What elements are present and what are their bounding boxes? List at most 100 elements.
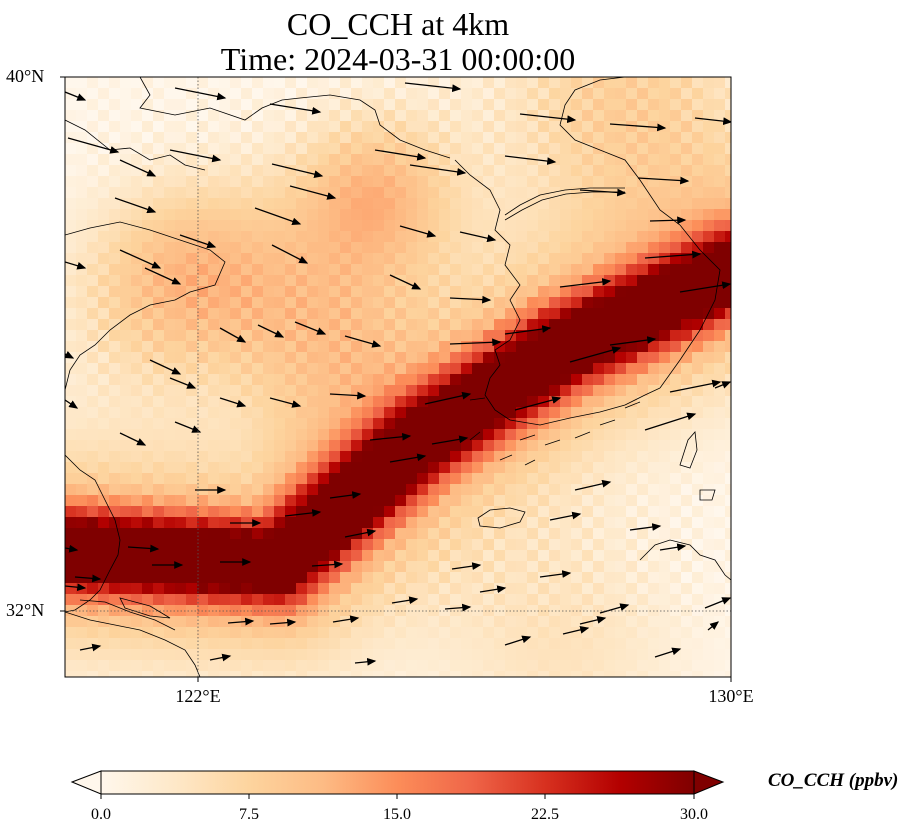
- field-cell: [241, 462, 253, 474]
- field-cell: [230, 473, 242, 485]
- field-cell: [142, 429, 154, 441]
- field-cell: [164, 429, 176, 441]
- field-cell: [142, 330, 154, 342]
- field-cell: [186, 308, 198, 320]
- field-cell: [395, 539, 407, 551]
- field-cell: [461, 88, 473, 100]
- field-cell: [450, 517, 462, 529]
- field-cell: [637, 385, 649, 397]
- field-cell: [439, 242, 451, 254]
- field-cell: [362, 187, 374, 199]
- field-cell: [329, 396, 341, 408]
- field-cell: [516, 319, 528, 331]
- field-cell: [538, 495, 550, 507]
- wind-arrow: [329, 391, 367, 400]
- coastline-shandong: [65, 221, 226, 391]
- wind-arrow: [174, 87, 227, 101]
- field-cell: [516, 484, 528, 496]
- field-cell: [65, 198, 77, 210]
- field-cell: [87, 132, 99, 144]
- field-cell: [98, 132, 110, 144]
- field-cell: [703, 110, 715, 122]
- field-cell: [65, 506, 77, 518]
- field-cell: [219, 572, 231, 584]
- field-cell: [703, 616, 715, 628]
- field-cell: [340, 374, 352, 386]
- field-cell: [560, 176, 572, 188]
- field-cell: [659, 528, 671, 540]
- field-cell: [626, 671, 638, 677]
- field-cell: [615, 253, 627, 265]
- field-cell: [252, 473, 264, 485]
- field-cell: [164, 671, 176, 677]
- field-cell: [604, 242, 616, 254]
- field-cell: [472, 539, 484, 551]
- field-cell: [439, 374, 451, 386]
- field-cell: [153, 220, 165, 232]
- field-cell: [142, 605, 154, 617]
- field-cell: [131, 605, 143, 617]
- field-cell: [274, 594, 286, 606]
- field-cell: [516, 418, 528, 430]
- field-cell: [714, 209, 726, 221]
- field-cell: [714, 297, 726, 309]
- field-cell: [230, 330, 242, 342]
- field-cell: [725, 528, 731, 540]
- field-cell: [219, 143, 231, 155]
- field-cell: [439, 110, 451, 122]
- field-cell: [384, 264, 396, 276]
- field-cell: [439, 341, 451, 353]
- field-cell: [626, 462, 638, 474]
- field-cell: [318, 330, 330, 342]
- field-cell: [417, 462, 429, 474]
- field-cell: [692, 374, 704, 386]
- field-cell: [714, 583, 726, 595]
- field-cell: [340, 638, 352, 650]
- field-cell: [637, 539, 649, 551]
- field-cell: [593, 209, 605, 221]
- field-cell: [406, 165, 418, 177]
- wind-arrow: [504, 325, 552, 335]
- field-cell: [604, 451, 616, 463]
- field-cell: [725, 187, 731, 199]
- field-cell: [725, 143, 731, 155]
- field-cell: [109, 176, 121, 188]
- field-cell: [373, 385, 385, 397]
- field-cell: [153, 132, 165, 144]
- field-cell: [648, 330, 660, 342]
- field-cell: [274, 264, 286, 276]
- field-cell: [472, 451, 484, 463]
- field-cell: [329, 440, 341, 452]
- wind-arrow: [65, 544, 79, 553]
- field-cell: [560, 99, 572, 111]
- field-cell: [362, 396, 374, 408]
- field-cell: [505, 484, 517, 496]
- field-cell: [197, 99, 209, 111]
- field-cell: [230, 660, 242, 672]
- field-cell: [659, 539, 671, 551]
- field-cell: [582, 440, 594, 452]
- field-cell: [120, 429, 132, 441]
- field-cell: [681, 341, 693, 353]
- field-cell: [98, 187, 110, 199]
- field-cell: [109, 330, 121, 342]
- field-cell: [626, 264, 638, 276]
- field-cell: [109, 495, 121, 507]
- field-cell: [417, 517, 429, 529]
- field-cell: [472, 253, 484, 265]
- field-cell: [703, 418, 715, 430]
- field-cell: [681, 572, 693, 584]
- field-cell: [692, 286, 704, 298]
- field-cell: [648, 242, 660, 254]
- field-cell: [318, 341, 330, 353]
- field-cell: [384, 539, 396, 551]
- field-cell: [670, 220, 682, 232]
- field-cell: [362, 363, 374, 375]
- field-cell: [472, 264, 484, 276]
- field-cell: [131, 308, 143, 320]
- field-cell: [186, 330, 198, 342]
- field-cell: [362, 297, 374, 309]
- field-cell: [263, 132, 275, 144]
- field-cell: [274, 231, 286, 243]
- field-cell: [615, 209, 627, 221]
